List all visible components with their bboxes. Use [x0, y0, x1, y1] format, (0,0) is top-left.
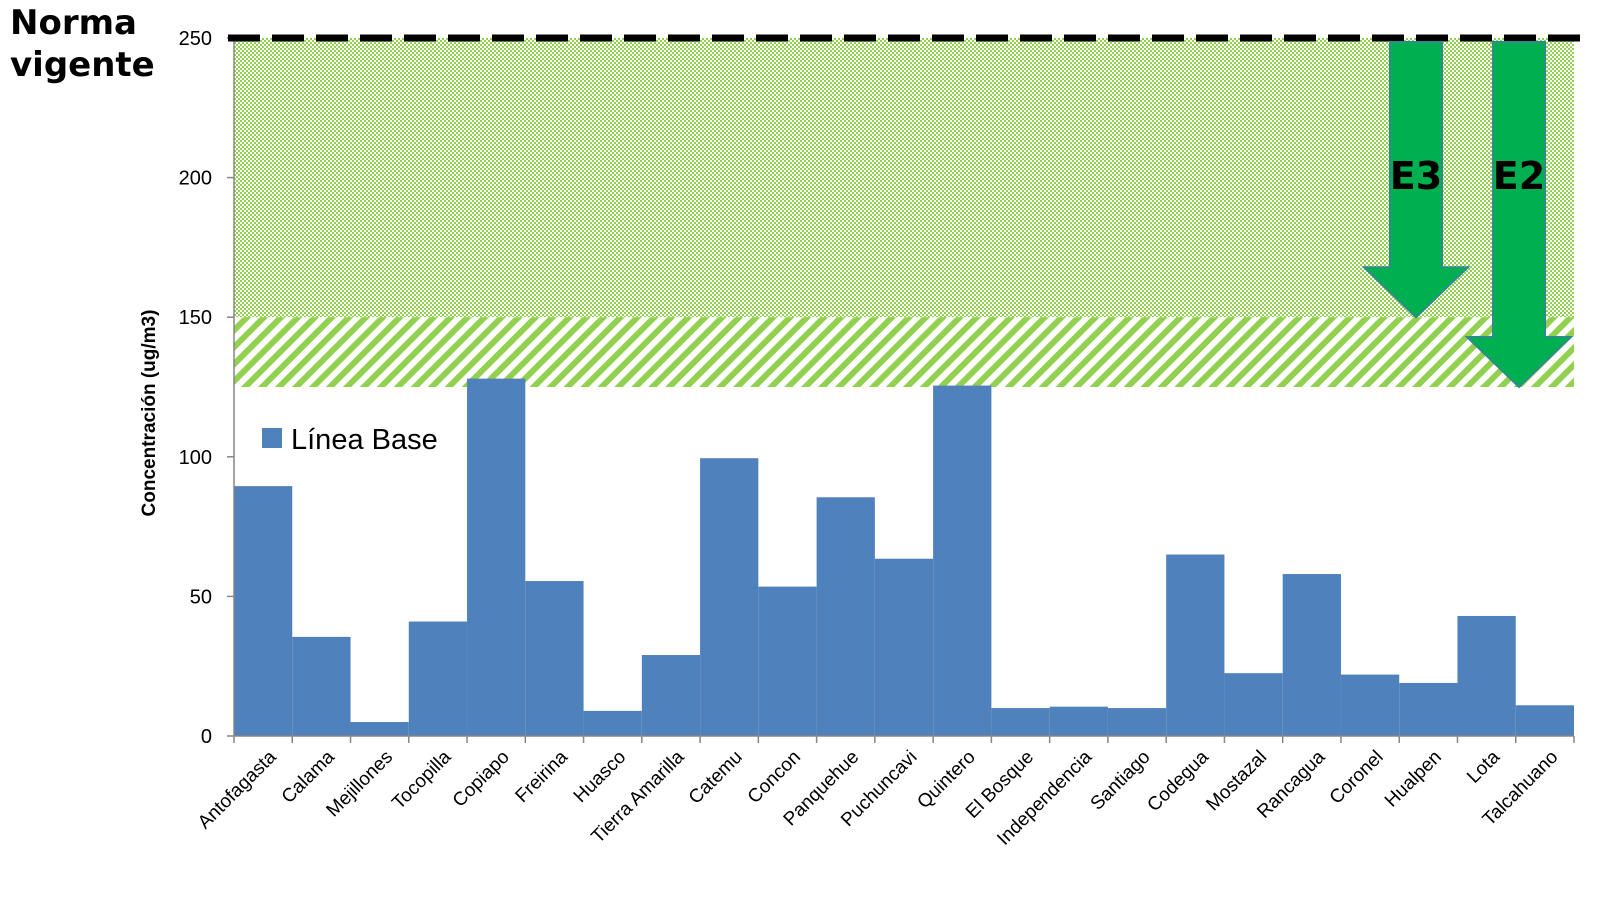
bar-mejillones	[350, 722, 409, 736]
x-tick-label: Catemu	[685, 747, 747, 809]
bar-antofagasta	[234, 486, 293, 736]
bar-el-bosque	[991, 708, 1050, 736]
y-tick-label: 50	[190, 586, 212, 608]
x-tick-label: Santiago	[1087, 747, 1155, 815]
legend: Línea Base	[262, 424, 438, 456]
bar-mostazal	[1224, 673, 1283, 736]
bar-santiago	[1107, 708, 1167, 736]
legend-label: Línea Base	[291, 424, 438, 456]
bar-concon	[758, 586, 817, 736]
bar-huasco	[583, 710, 642, 736]
bar-talcahuano	[1515, 705, 1574, 736]
y-tick-label: 150	[179, 307, 212, 329]
bar-rancagua	[1282, 574, 1341, 736]
arrow-e2	[1464, 41, 1574, 389]
reduction-arrows: E3 E2	[1361, 41, 1574, 389]
bar-tocopilla	[408, 621, 468, 736]
bar-catemu	[700, 458, 759, 736]
x-tick-label: Antofagasta	[194, 746, 281, 833]
bar-lota	[1457, 615, 1516, 736]
legend-swatch	[262, 428, 282, 448]
x-tick-label: Copiapo	[449, 747, 514, 812]
y-tick-label: 100	[179, 447, 212, 469]
x-tick-label: Coronel	[1326, 747, 1388, 809]
band-dots	[234, 38, 1574, 318]
y-tick-label: 200	[179, 168, 212, 190]
x-tick-label: Codegua	[1143, 746, 1213, 816]
band-diagonal-hatch	[234, 317, 1574, 387]
bar-freirina	[525, 581, 584, 736]
bar-puchuncavi	[874, 558, 934, 736]
bar-coronel	[1340, 674, 1400, 736]
norma-vigente-label: Norma vigente	[10, 2, 155, 86]
bar-codegua	[1166, 554, 1225, 736]
x-tick-label: Hualpen	[1381, 747, 1446, 812]
y-axis-title: Concentración (ug/m3)	[139, 310, 160, 517]
x-tick-label: Lota	[1463, 746, 1504, 787]
y-tick-label: 0	[201, 726, 212, 748]
bar-tierra-amarilla	[641, 655, 701, 736]
bar-independencia	[1049, 706, 1108, 736]
bar-calama	[292, 636, 351, 736]
arrow-label-e3: E3	[1390, 154, 1442, 198]
bar-quintero	[933, 385, 992, 736]
norma-label-line1: Norma	[10, 3, 137, 43]
bar-copiapo	[467, 378, 526, 736]
bar-hualpen	[1399, 682, 1458, 736]
bars	[234, 378, 1574, 736]
arrow-label-e2: E2	[1493, 154, 1545, 198]
norma-label-line2: vigente	[10, 45, 155, 85]
arrow-e3	[1361, 41, 1471, 319]
threshold-bands	[234, 38, 1574, 387]
bar-panquehue	[816, 497, 875, 736]
x-tick-label: Freirina	[512, 746, 573, 807]
x-tick-label: Tocopilla	[388, 746, 455, 813]
y-tick-label: 250	[179, 28, 212, 50]
